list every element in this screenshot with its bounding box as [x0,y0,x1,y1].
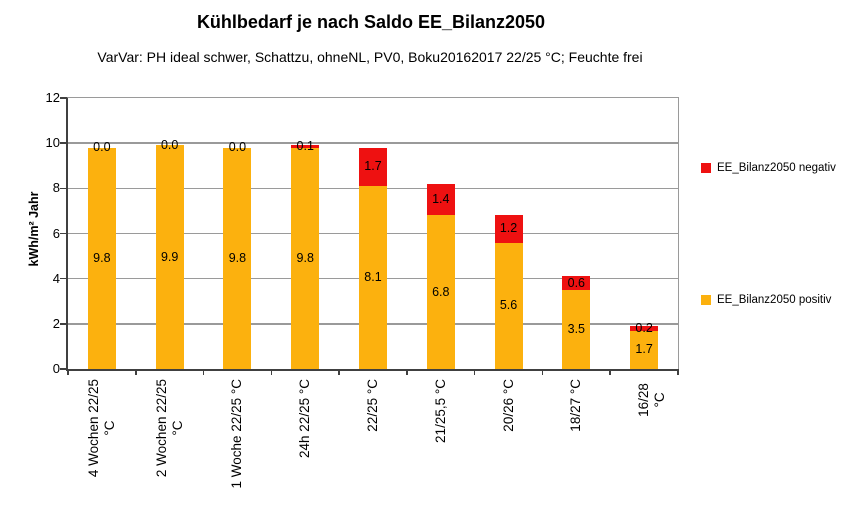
bar-segment-negativ [562,276,591,290]
gridline [68,142,678,144]
x-axis-tick [135,369,137,375]
x-axis-tick [338,369,340,375]
x-axis-category-label: 16/28 °C [636,383,668,417]
bar-segment-positiv [87,147,116,369]
y-axis-tick-label: 10 [45,135,60,151]
bar-segment-positiv [223,147,252,369]
data-label-positiv: 3.5 [567,321,586,336]
data-label-negativ: 1.2 [499,221,518,236]
y-axis-tick-label: 8 [52,180,60,196]
y-axis-tick [60,187,67,190]
x-axis-category-label: 21/25,5 °C [432,379,448,443]
plot-area: 0 2 4 6 8 10 12 9.8 0.0 4 Wochen 22/25 °C 9.9 0.0 2 … [46,91,679,488]
x-axis-category-label: 4 Wochen 22/25 °C [85,379,117,478]
x-axis-category-label: 22/25 °C [365,379,380,432]
x-axis-category-label: 2 Wochen 22/25 °C [153,379,185,478]
data-label-negativ: 0.6 [567,275,586,290]
data-label-negativ: 0.0 [228,140,247,155]
bar-segment-positiv [562,289,591,369]
bar-segment-negativ [494,215,523,243]
data-label-negativ: 1.4 [432,192,450,207]
x-axis-category-label: 1 Woche 22/25 °C [229,379,245,489]
bar-segment-negativ [630,326,659,331]
data-label-positiv: 9.8 [296,250,314,265]
x-axis-tick [67,369,69,375]
data-label-positiv: 9.9 [160,249,179,264]
data-label-positiv: 1.7 [635,342,653,357]
bar-segment-positiv [494,242,523,369]
y-axis-tick [60,232,67,235]
data-label-negativ: 1.7 [364,159,382,174]
bar-segment-negativ [426,183,455,216]
y-axis-tick [60,323,67,325]
y-axis-tick [60,368,67,370]
x-axis-tick [609,369,611,375]
data-label-positiv: 9.8 [93,250,111,265]
x-axis-category-label: 24h 22/25 °C [297,379,313,458]
x-axis-category-label: 20/26 °C [500,379,516,432]
y-axis-tick-label: 2 [52,315,60,331]
legend-label-negativ: EE_Bilanz2050 negativ [717,162,836,174]
data-label-negativ: 0.0 [93,140,111,155]
y-axis-tick [60,277,67,280]
y-axis-tick-label: 4 [52,270,60,286]
bar-segment-positiv [359,186,387,369]
bar-segment-positiv [426,215,455,369]
bar-segment-positiv [155,145,184,369]
x-axis-tick [541,369,544,375]
y-axis-tick [60,97,67,99]
y-axis-tick-label: 12 [45,90,60,105]
bar-segment-positiv [291,147,320,369]
bar-segment-positiv [630,330,659,369]
data-label-negativ: 0.2 [635,320,653,335]
data-label-positiv: 9.8 [228,250,247,265]
legend-swatch-negativ-icon [701,163,711,173]
legend-label-positiv: EE_Bilanz2050 positiv [717,294,832,306]
x-axis-tick [270,369,273,375]
x-axis-tick [202,369,205,375]
data-label-negativ: 0.1 [296,139,314,154]
y-axis-tick-label: 0 [52,361,60,376]
data-label-negativ: 0.0 [160,137,179,152]
data-label-positiv: 6.8 [432,284,450,299]
legend-swatch-positiv-icon [701,295,711,305]
legend-item-negativ: EE_Bilanz2050 negativ [701,162,836,174]
bar-segment-negativ [359,147,387,187]
x-axis-tick [473,369,476,375]
legend-item-positiv: EE_Bilanz2050 positiv [701,294,831,306]
data-label-positiv: 8.1 [364,270,382,285]
chart-title: Kühlbedarf je nach Saldo EE_Bilanz2050 [196,12,546,32]
x-axis-tick [406,369,408,375]
chart-subtitle: VarVar: PH ideal schwer, Schattzu, ohneN… [97,49,643,65]
y-axis-tick [60,142,67,144]
data-label-positiv: 5.6 [499,298,518,313]
x-axis-category-label: 18/27 °C [568,379,584,432]
x-axis-tick [677,369,679,375]
bar-segment-negativ [291,145,320,148]
y-axis-tick-label: 6 [52,225,60,241]
